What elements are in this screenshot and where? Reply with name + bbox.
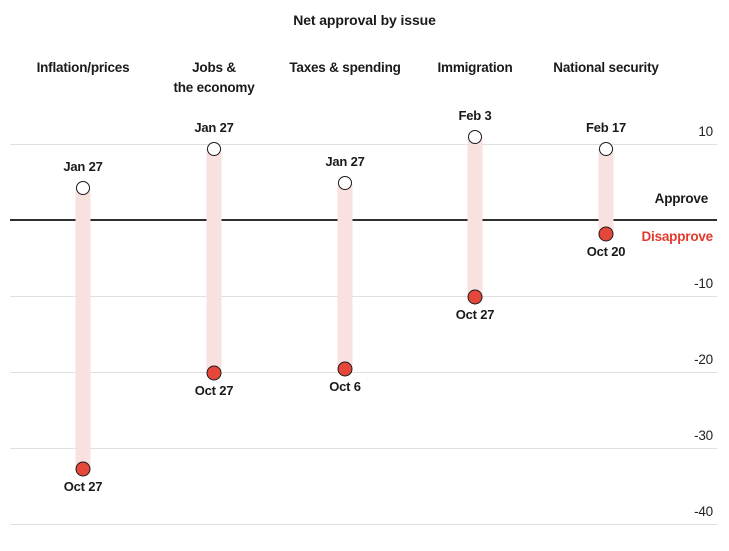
dumbbell-band: [75, 188, 91, 470]
issue-label: Jobs & the economy: [173, 60, 255, 95]
disapprove-dot: [206, 365, 222, 381]
disapprove-date-label: Oct 6: [329, 378, 361, 394]
dumbbell-band: [467, 137, 483, 297]
disapprove-dot: [337, 361, 353, 377]
disapprove-date-label: Oct 27: [194, 382, 234, 398]
approve-date-label: Feb 17: [586, 119, 626, 135]
gridline: [10, 371, 717, 373]
approve-dot: [338, 175, 352, 190]
approve-date-label: Jan 27: [194, 119, 234, 135]
approve-label: Approve: [654, 191, 709, 206]
tick-label: -10: [694, 276, 713, 291]
disapprove-dot: [467, 289, 483, 305]
chart-title: Net approval by issue: [293, 12, 436, 28]
approve-dot: [76, 181, 90, 196]
approve-dot: [468, 130, 482, 145]
gridline: [10, 447, 717, 449]
disapprove-date-label: Oct 20: [586, 244, 626, 260]
tick-label: -40: [694, 504, 713, 519]
dumbbell-band: [206, 148, 222, 373]
approve-dot: [207, 141, 221, 156]
disapprove-date-label: Oct 27: [63, 479, 103, 495]
approve-date-label: Feb 3: [458, 108, 492, 124]
disapprove-dot: [598, 226, 614, 242]
disapprove-label: Disapprove: [641, 229, 713, 244]
tick-label: 10: [698, 124, 713, 139]
approve-dot: [599, 141, 613, 156]
dumbbell-band: [598, 148, 614, 235]
disapprove-date-label: Oct 27: [455, 306, 495, 322]
approve-date-label: Jan 27: [325, 153, 365, 169]
zero-baseline: [10, 219, 717, 221]
gridline: [10, 295, 717, 297]
issue-label: Taxes & spending: [289, 60, 401, 75]
issue-label: Immigration: [437, 60, 513, 75]
issue-label: Inflation/prices: [36, 60, 130, 75]
dumbbell-band: [337, 182, 353, 369]
approve-date-label: Jan 27: [63, 159, 103, 175]
tick-label: -20: [694, 352, 713, 367]
issue-label: National security: [553, 60, 659, 75]
gridline: [10, 143, 717, 145]
gridline: [10, 523, 717, 525]
disapprove-dot: [75, 461, 91, 477]
tick-label: -30: [694, 428, 713, 443]
